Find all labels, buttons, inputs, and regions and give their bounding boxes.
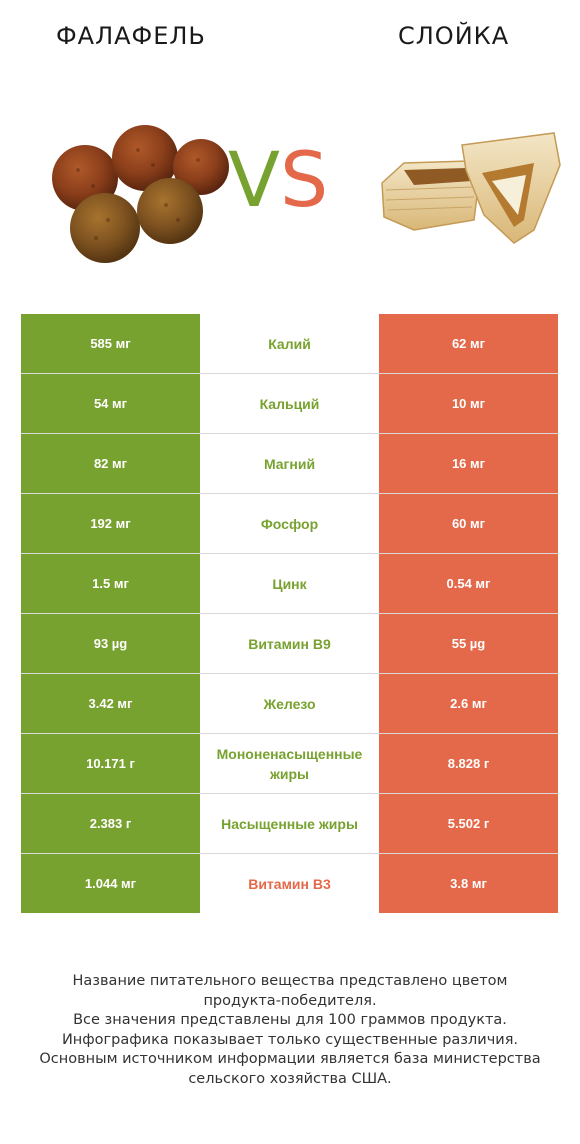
footer-note: Название питательного вещества представл…	[0, 972, 580, 1089]
left-value: 2.383 г	[21, 794, 200, 853]
vs-v: V	[228, 135, 280, 224]
left-value: 10.171 г	[21, 734, 200, 793]
comparison-table: 585 мг Калий 62 мг 54 мг Кальций 10 мг 82 мг Ма…	[21, 314, 558, 913]
left-value: 3.42 мг	[21, 674, 200, 733]
right-product-title: СЛОЙКА	[398, 22, 509, 50]
vs-label: VS	[228, 135, 328, 224]
table-row: 1.044 мг Витамин B3 3.8 мг	[21, 854, 558, 913]
right-value: 55 µg	[379, 614, 558, 673]
right-value: 0.54 мг	[379, 554, 558, 613]
falafel-image	[48, 120, 238, 270]
right-value: 8.828 г	[379, 734, 558, 793]
left-value: 585 мг	[21, 314, 200, 373]
vs-s: S	[280, 135, 328, 224]
footer-line: сельского хозяйства США.	[0, 1070, 580, 1090]
footer-line: Название питательного вещества представл…	[0, 972, 580, 992]
nutrient-name: Магний	[200, 434, 379, 493]
puff-pastry-image	[374, 125, 564, 250]
nutrient-name: Фосфор	[200, 494, 379, 553]
footer-line: Основным источником информации является …	[0, 1050, 580, 1070]
table-row: 192 мг Фосфор 60 мг	[21, 494, 558, 554]
left-value: 54 мг	[21, 374, 200, 433]
nutrient-name: Железо	[200, 674, 379, 733]
nutrient-name: Цинк	[200, 554, 379, 613]
right-value: 3.8 мг	[379, 854, 558, 913]
right-value: 60 мг	[379, 494, 558, 553]
left-value: 1.044 мг	[21, 854, 200, 913]
table-row: 82 мг Магний 16 мг	[21, 434, 558, 494]
footer-line: продукта-победителя.	[0, 992, 580, 1012]
right-value: 10 мг	[379, 374, 558, 433]
right-value: 62 мг	[379, 314, 558, 373]
nutrient-name: Витамин B9	[200, 614, 379, 673]
nutrient-name: Калий	[200, 314, 379, 373]
nutrient-name: Кальций	[200, 374, 379, 433]
nutrient-name: Витамин B3	[200, 854, 379, 913]
left-product-title: ФАЛАФЕЛЬ	[56, 22, 206, 50]
footer-line: Все значения представлены для 100 граммо…	[0, 1011, 580, 1031]
table-row: 2.383 г Насыщенные жиры 5.502 г	[21, 794, 558, 854]
left-value: 93 µg	[21, 614, 200, 673]
left-value: 82 мг	[21, 434, 200, 493]
table-row: 1.5 мг Цинк 0.54 мг	[21, 554, 558, 614]
right-value: 16 мг	[379, 434, 558, 493]
table-row: 54 мг Кальций 10 мг	[21, 374, 558, 434]
table-row: 10.171 г Мононенасыщенные жиры 8.828 г	[21, 734, 558, 794]
table-row: 585 мг Калий 62 мг	[21, 314, 558, 374]
right-value: 5.502 г	[379, 794, 558, 853]
left-value: 192 мг	[21, 494, 200, 553]
table-row: 3.42 мг Железо 2.6 мг	[21, 674, 558, 734]
nutrient-name: Мононенасыщенные жиры	[200, 734, 379, 793]
nutrient-name: Насыщенные жиры	[200, 794, 379, 853]
footer-line: Инфографика показывает только существенн…	[0, 1031, 580, 1051]
left-value: 1.5 мг	[21, 554, 200, 613]
right-value: 2.6 мг	[379, 674, 558, 733]
table-row: 93 µg Витамин B9 55 µg	[21, 614, 558, 674]
